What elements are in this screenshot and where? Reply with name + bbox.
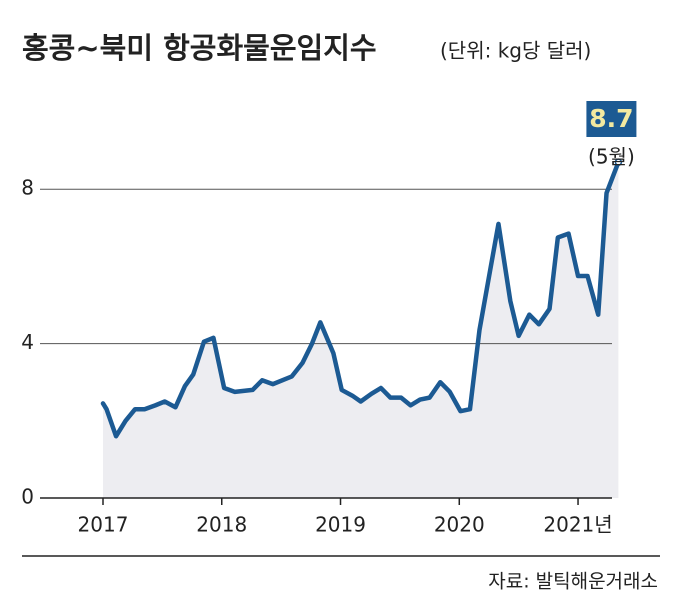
x-tick-label: 2019 bbox=[315, 513, 366, 537]
line bbox=[100, 159, 621, 439]
chart-subtitle: (단위: kg당 달러) bbox=[440, 39, 591, 63]
x-tick-label: 2021년 bbox=[543, 513, 612, 537]
value-label: 8.7 bbox=[589, 104, 633, 133]
x-tick-label: 2020 bbox=[434, 513, 485, 537]
end-point bbox=[614, 158, 623, 166]
annotation: (5월) bbox=[588, 145, 635, 169]
y-tick-label: 8 bbox=[21, 176, 34, 200]
source: 자료: 발틱해운거래소 bbox=[488, 571, 658, 593]
x-tick-label: 2017 bbox=[78, 513, 129, 537]
value-label-box bbox=[586, 101, 637, 137]
x-tick-label: 2018 bbox=[196, 513, 247, 537]
chart-title: 홍콩~북미 항공화물운임지수 bbox=[22, 31, 377, 65]
y-tick-label: 0 bbox=[21, 485, 34, 509]
y-tick-label: 4 bbox=[21, 330, 34, 354]
area bbox=[103, 162, 619, 498]
